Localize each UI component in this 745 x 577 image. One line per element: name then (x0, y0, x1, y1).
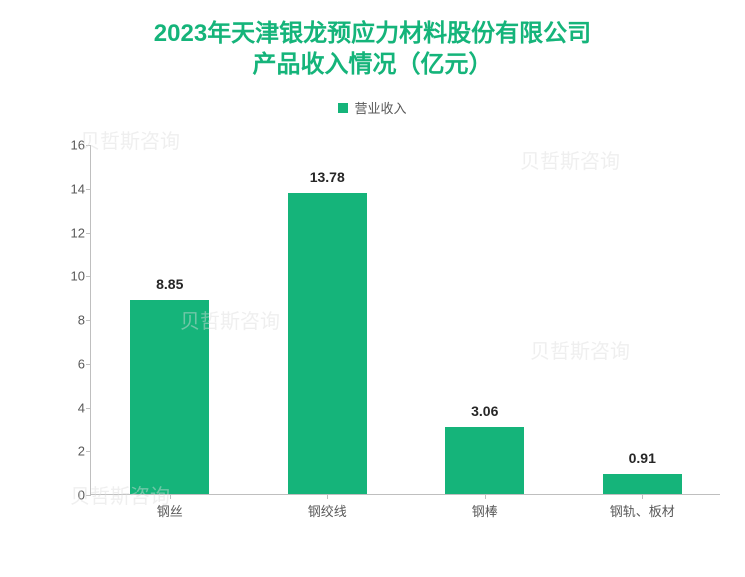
y-tick-mark (86, 451, 91, 452)
plot-region: 02468101214168.85钢丝13.78钢绞线3.06钢棒0.91钢轨、… (90, 145, 720, 495)
y-tick-label: 16 (61, 138, 85, 153)
bar-value-label: 0.91 (592, 450, 692, 466)
x-tick-mark (485, 494, 486, 499)
x-tick-label: 钢绞线 (308, 501, 347, 520)
legend-marker (338, 103, 348, 113)
y-tick-mark (86, 276, 91, 277)
chart-title: 2023年天津银龙预应力材料股份有限公司 产品收入情况（亿元） (0, 0, 745, 80)
y-tick-label: 6 (61, 356, 85, 371)
bar (603, 474, 682, 494)
y-tick-mark (86, 495, 91, 496)
x-tick-label: 钢棒 (472, 501, 498, 520)
x-tick-mark (642, 494, 643, 499)
y-tick-label: 12 (61, 225, 85, 240)
y-tick-label: 10 (61, 269, 85, 284)
chart-title-line1: 2023年天津银龙预应力材料股份有限公司 (0, 18, 745, 49)
y-tick-mark (86, 364, 91, 365)
chart-title-line2: 产品收入情况（亿元） (0, 49, 745, 80)
bar-value-label: 8.85 (120, 276, 220, 292)
y-tick-label: 0 (61, 488, 85, 503)
y-tick-mark (86, 145, 91, 146)
bar-value-label: 13.78 (277, 169, 377, 185)
chart-area: 02468101214168.85钢丝13.78钢绞线3.06钢棒0.91钢轨、… (60, 145, 720, 525)
bar (288, 193, 367, 494)
y-tick-label: 14 (61, 181, 85, 196)
x-tick-mark (170, 494, 171, 499)
y-tick-mark (86, 320, 91, 321)
x-tick-label: 钢丝 (157, 501, 183, 520)
bar-value-label: 3.06 (435, 403, 535, 419)
y-tick-mark (86, 233, 91, 234)
bar (445, 427, 524, 494)
legend-label: 营业收入 (354, 101, 406, 116)
x-tick-mark (327, 494, 328, 499)
bar (130, 300, 209, 494)
y-tick-label: 2 (61, 444, 85, 459)
x-tick-label: 钢轨、板材 (610, 501, 675, 520)
y-tick-mark (86, 189, 91, 190)
y-tick-label: 8 (61, 313, 85, 328)
y-tick-label: 4 (61, 400, 85, 415)
y-tick-mark (86, 408, 91, 409)
legend: 营业收入 (0, 98, 745, 117)
